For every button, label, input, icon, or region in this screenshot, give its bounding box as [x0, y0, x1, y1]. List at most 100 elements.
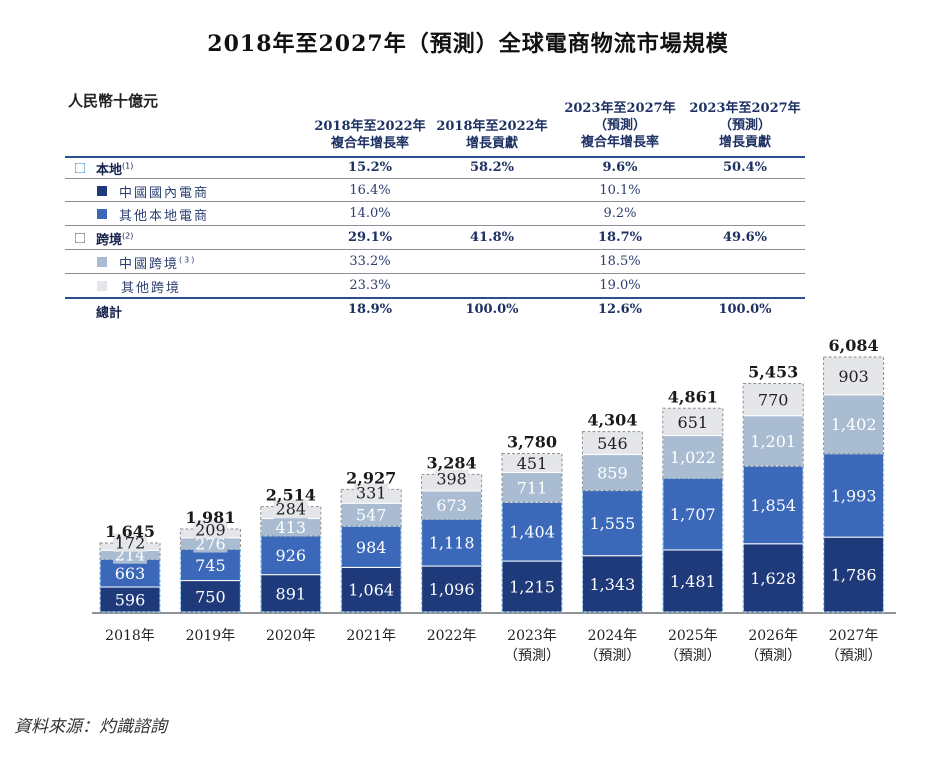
bar-value-label: 984: [356, 538, 387, 557]
bar-value-label: 398: [436, 470, 467, 489]
bar-value-label: 673: [436, 496, 467, 515]
table-cell: 58.2%: [469, 160, 514, 175]
col-header-line: 2023年至2027年: [564, 101, 676, 116]
local-group-outline: [421, 518, 483, 613]
col-header-line: 增長貢獻: [718, 135, 771, 150]
bar-segment-4: [742, 382, 804, 417]
bar-value-label: 745: [195, 556, 226, 575]
cross-border-group-outline: [662, 407, 724, 479]
local-group-outline: [581, 490, 643, 613]
bar-value-label: 331: [356, 483, 387, 502]
x-tick-year: 2022年: [426, 628, 477, 644]
other-local-swatch-icon: [97, 209, 107, 219]
col-header-cagr-2023-2027: 2023年至2027年 （預測） 複合年增長率: [550, 100, 690, 151]
x-tick-year: 2020年: [265, 628, 316, 644]
row-divider: [65, 273, 805, 274]
col-header-line: 2023年至2027年: [689, 101, 801, 116]
x-tick-year: 2019年: [185, 628, 236, 644]
bar-value-label: 1,118: [429, 534, 475, 553]
bar-value-label-bg: [113, 533, 147, 552]
bar-value-label: 711: [517, 478, 548, 497]
bar-value-label-bg: [434, 469, 469, 488]
x-tick-year: 2025年: [667, 628, 718, 644]
bar-segment-1: [179, 580, 241, 613]
x-tick-year: 2023年: [507, 628, 557, 644]
table-cell: 100.0%: [465, 302, 519, 317]
col-header-line: 增長貢獻: [465, 136, 518, 151]
x-tick-forecast-note: （預測）: [584, 648, 641, 664]
china-domestic-swatch-icon: [97, 186, 107, 196]
footnote-marker: (3): [179, 255, 197, 265]
bar-value-label: 891: [276, 584, 307, 603]
bar-total-label: 2,514: [266, 486, 316, 505]
bar-segment-1: [340, 566, 402, 613]
col-header-line: 2018年至2022年: [436, 119, 548, 134]
col-header-contribution-2023-2027: 2023年至2027年 （預測） 增長貢獻: [675, 100, 815, 151]
unit-label: 人民幣十億元: [68, 92, 159, 110]
bar-value-label-bg: [273, 499, 308, 518]
bar-segment-1: [581, 555, 643, 613]
x-tick-forecast-note: （預測）: [664, 648, 721, 664]
total-rule: [65, 297, 805, 299]
x-tick-forecast-note: （預測）: [504, 648, 560, 664]
bar-value-label: 596: [115, 591, 146, 610]
bar-segment-2: [421, 518, 483, 567]
row-label-text: 跨境: [96, 233, 123, 248]
table-cell: 19.0%: [599, 278, 641, 293]
bar-total-label: 2,927: [346, 468, 396, 487]
bar-value-label: 451: [517, 454, 548, 473]
bar-value-label: 926: [276, 546, 307, 565]
other-cross-border-swatch-icon: [97, 281, 107, 291]
x-tick-year: 2021年: [346, 628, 396, 644]
bar-segment-3: [501, 471, 563, 503]
header-rule: [65, 156, 805, 158]
x-tick-label: 2020年: [251, 626, 331, 646]
bar-value-label: 1,404: [509, 523, 555, 542]
bar-segment-1: [501, 560, 563, 613]
x-tick-label: 2024年 （預測）: [572, 626, 652, 666]
cross-border-group-outline: [581, 431, 643, 492]
bar-value-label: 284: [276, 500, 307, 519]
row-label: 本地(1): [96, 159, 133, 178]
bar-value-label: 1,707: [670, 505, 716, 524]
x-tick-year: 2026年: [748, 628, 798, 644]
bar-value-label: 859: [597, 464, 628, 483]
bar-segment-1: [260, 574, 322, 613]
local-group-swatch-icon: [75, 163, 85, 173]
bar-value-label: 1,096: [429, 580, 475, 599]
bar-value-label: 663: [115, 564, 146, 583]
cross-border-group-outline: [742, 382, 804, 467]
row-divider: [65, 225, 805, 226]
bar-segment-2: [260, 535, 322, 576]
bar-segment-2: [823, 453, 885, 538]
bar-total-label: 5,453: [748, 362, 798, 381]
col-header-line: 複合年增長率: [330, 136, 409, 151]
row-label-text: 中國跨境: [119, 257, 180, 272]
cross-border-group-outline: [501, 453, 563, 503]
col-header-contribution-2018-2022: 2018年至2022年 增長貢獻: [422, 118, 562, 152]
bar-value-label: 1,343: [589, 575, 635, 594]
x-tick-label: 2018年: [90, 626, 170, 646]
x-tick-label: 2022年: [412, 626, 492, 646]
bar-total-label: 3,284: [427, 453, 477, 472]
bar-segment-4: [823, 356, 885, 396]
table-cell: 49.6%: [722, 230, 767, 245]
bar-total-label: 1,981: [185, 508, 235, 527]
cross-border-group-swatch-icon: [75, 233, 85, 243]
row-label: 其他跨境: [121, 281, 182, 296]
x-tick-label: 2025年 （預測）: [653, 626, 733, 666]
x-tick-year: 2018年: [105, 628, 155, 644]
x-tick-label: 2023年 （預測）: [492, 626, 572, 666]
table-cell: 16.4%: [349, 183, 391, 198]
table-cell: 9.6%: [602, 160, 638, 175]
bar-total-label: 4,304: [587, 411, 637, 430]
bar-value-label-bg: [273, 518, 308, 537]
bar-total-label: 3,780: [507, 433, 557, 452]
bar-value-label: 276: [195, 535, 226, 554]
bar-segment-2: [742, 465, 804, 545]
table-cell: 50.4%: [722, 160, 767, 175]
bar-value-label: 1,064: [348, 581, 394, 600]
x-tick-year: 2024年: [587, 628, 638, 644]
bar-value-label: 1,481: [670, 572, 716, 591]
